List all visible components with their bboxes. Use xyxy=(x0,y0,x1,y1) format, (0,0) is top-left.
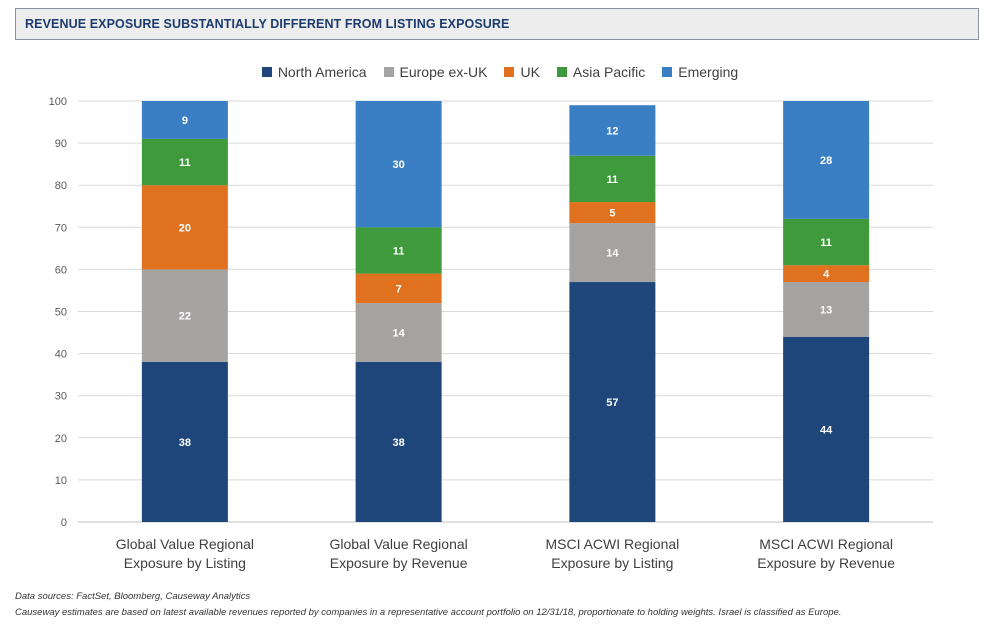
data-label: 38 xyxy=(179,437,191,449)
y-tick-label: 40 xyxy=(55,349,67,361)
bar-segment-europe-ex-uk xyxy=(569,223,656,283)
bar-segment-emerging xyxy=(141,101,228,139)
data-label: 4 xyxy=(823,269,830,281)
bar-segment-north-america xyxy=(141,362,228,522)
data-label: 20 xyxy=(179,222,191,234)
bar-segment-uk xyxy=(569,202,656,224)
x-tick-label: MSCI ACWI Regional xyxy=(545,536,679,552)
y-tick-label: 60 xyxy=(55,264,67,276)
legend-swatch xyxy=(261,67,272,77)
legend-swatch xyxy=(556,67,567,77)
legend-label: Emerging xyxy=(678,64,739,80)
data-label: 22 xyxy=(179,311,191,323)
x-tick-label: Global Value Regional xyxy=(329,536,467,552)
data-label: 5 xyxy=(609,208,615,220)
bar-segment-emerging xyxy=(783,101,870,219)
y-tick-label: 70 xyxy=(55,222,67,234)
y-tick-label: 10 xyxy=(55,475,67,487)
data-label: 11 xyxy=(607,174,619,186)
chart-legend: North America Europe ex-UK UK Asia Pacific E… xyxy=(0,62,1000,82)
y-tick-label: 100 xyxy=(49,96,67,108)
bar-segment-uk xyxy=(141,185,228,270)
bar-segment-asia-pacific xyxy=(141,138,228,186)
y-tick-label: 20 xyxy=(55,433,67,445)
bar-segment-north-america xyxy=(355,362,442,522)
data-label: 9 xyxy=(182,115,188,127)
bar-segment-europe-ex-uk xyxy=(355,303,442,363)
y-tick-label: 90 xyxy=(55,138,67,150)
data-label: 38 xyxy=(393,437,405,449)
legend-swatch xyxy=(504,67,515,77)
x-tick-label: MSCI ACWI Regional xyxy=(759,536,893,552)
data-label: 57 xyxy=(606,397,618,409)
bar-segment-emerging xyxy=(569,105,656,156)
legend-item-uk: UK xyxy=(504,64,540,80)
legend-item-north-america: North America xyxy=(261,64,367,80)
legend-swatch xyxy=(383,67,394,77)
legend-item-europe-ex-uk: Europe ex-UK xyxy=(383,64,488,80)
y-tick-label: 30 xyxy=(55,391,67,403)
footnote-methodology: Causeway estimates are based on latest a… xyxy=(15,607,842,618)
footnote-sources: Data sources: FactSet, Bloomberg, Causew… xyxy=(15,591,251,602)
data-label: 28 xyxy=(820,155,832,167)
bar-segment-asia-pacific xyxy=(569,155,656,203)
chart-title: REVENUE EXPOSURE SUBSTANTIALLY DIFFERENT… xyxy=(25,17,510,31)
legend-label: Europe ex-UK xyxy=(399,64,488,80)
data-label: 7 xyxy=(396,283,402,295)
legend-label: North America xyxy=(277,64,367,80)
bar-segment-uk xyxy=(783,265,870,283)
legend-label: Asia Pacific xyxy=(572,64,646,80)
bar-segment-asia-pacific xyxy=(783,218,870,266)
data-label: 11 xyxy=(393,245,405,257)
y-tick-label: 0 xyxy=(61,517,67,529)
legend-item-asia-pacific: Asia Pacific xyxy=(556,64,646,80)
data-label: 14 xyxy=(393,328,406,340)
bar-segment-emerging xyxy=(355,101,442,228)
x-tick-label: Global Value Regional xyxy=(116,536,254,552)
bar-segment-asia-pacific xyxy=(355,227,442,274)
bar-segment-uk xyxy=(355,273,442,304)
legend-label: UK xyxy=(520,64,540,80)
chart-title-bar: REVENUE EXPOSURE SUBSTANTIALLY DIFFERENT… xyxy=(15,8,979,40)
data-label: 30 xyxy=(393,159,405,171)
bar-segment-europe-ex-uk xyxy=(141,269,228,363)
legend-swatch xyxy=(662,67,673,77)
data-label: 11 xyxy=(179,157,191,169)
bar-segment-north-america xyxy=(783,336,870,522)
x-tick-label: Exposure by Listing xyxy=(124,555,246,571)
data-label: 44 xyxy=(820,424,833,436)
y-tick-label: 80 xyxy=(55,180,67,192)
y-tick-label: 50 xyxy=(55,307,67,319)
bar-segment-north-america xyxy=(569,282,656,522)
data-label: 13 xyxy=(820,304,832,316)
x-tick-label: Exposure by Revenue xyxy=(330,555,468,571)
data-label: 12 xyxy=(606,125,618,137)
data-label: 11 xyxy=(820,237,832,249)
x-tick-label: Exposure by Listing xyxy=(551,555,673,571)
data-label: 14 xyxy=(606,248,619,260)
bar-segment-europe-ex-uk xyxy=(783,282,870,337)
x-tick-label: Exposure by Revenue xyxy=(757,555,895,571)
legend-item-emerging: Emerging xyxy=(662,64,738,80)
